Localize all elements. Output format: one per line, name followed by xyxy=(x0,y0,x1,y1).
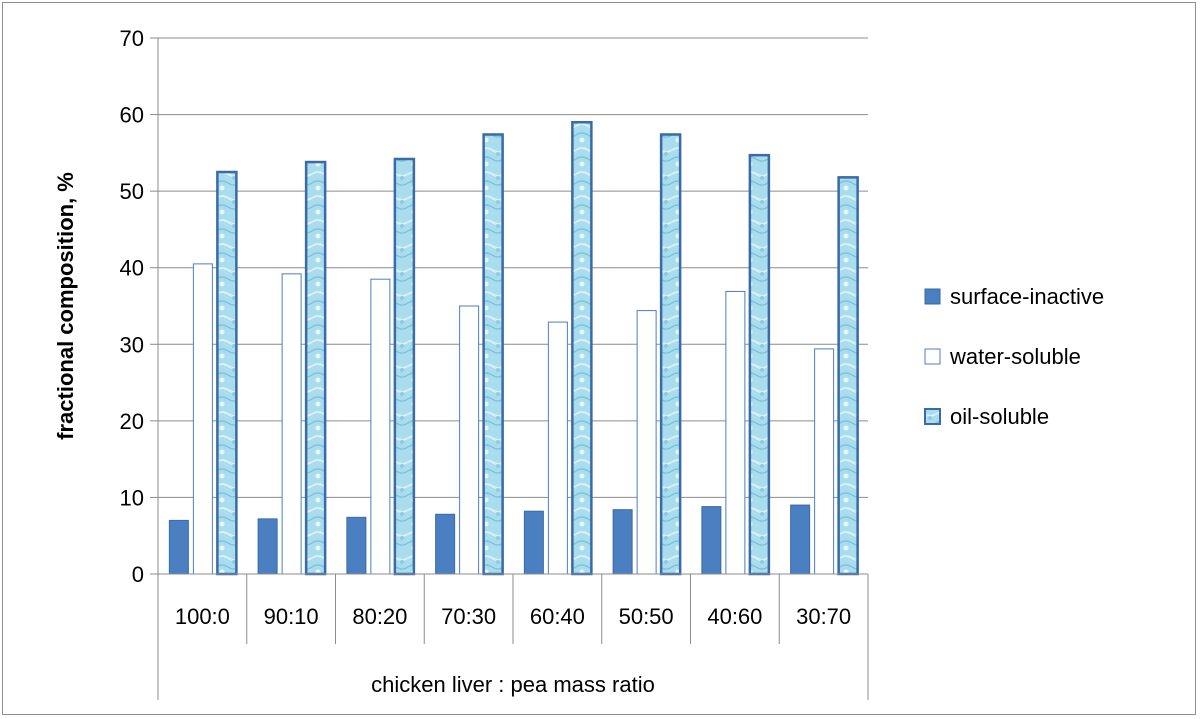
x-tick-label: 30:70 xyxy=(796,604,851,629)
bar-oil-soluble xyxy=(748,153,771,576)
y-tick-label: 50 xyxy=(120,179,144,204)
y-tick-label: 30 xyxy=(120,332,144,357)
bar-oil-soluble xyxy=(393,157,416,576)
x-tick-label: 60:40 xyxy=(530,604,585,629)
bar-surface-inactive xyxy=(612,509,633,575)
bar-water-soluble xyxy=(814,348,835,575)
legend-swatch-water-soluble xyxy=(924,348,941,365)
legend: surface-inactive water-soluble oil-soluble xyxy=(924,284,1104,429)
axes: 0 10 20 30 40 50 60 70 100:0 90:10 80:20 70:30 60:40… xyxy=(120,26,869,700)
bar-surface-inactive xyxy=(257,518,278,575)
bar-surface-inactive xyxy=(523,510,544,575)
x-tick-label: 100:0 xyxy=(175,604,230,629)
bar-oil-soluble xyxy=(659,133,682,576)
bar-water-soluble xyxy=(459,305,480,575)
bar-water-soluble xyxy=(370,278,391,575)
y-tick-label: 0 xyxy=(132,562,144,587)
bar-oil-soluble xyxy=(482,133,504,576)
x-tick-label: 90:10 xyxy=(264,604,319,629)
x-tick-label: 80:20 xyxy=(352,604,407,629)
y-axis-label: fractional composition, % xyxy=(53,172,78,440)
y-tick-label: 40 xyxy=(120,256,144,281)
y-tick-label: 70 xyxy=(120,26,144,51)
y-tick-label: 60 xyxy=(120,103,144,128)
legend-label-surface-inactive: surface-inactive xyxy=(950,284,1104,309)
x-tick-label: 40:60 xyxy=(707,604,762,629)
bar-oil-soluble xyxy=(216,170,238,576)
bar-surface-inactive xyxy=(168,519,189,575)
legend-label-water-soluble: water-soluble xyxy=(949,344,1081,369)
bar-water-soluble xyxy=(636,310,657,575)
bar-water-soluble xyxy=(281,273,302,575)
legend-swatch-surface-inactive xyxy=(924,288,941,305)
y-tick-label: 10 xyxy=(120,485,144,510)
bar-surface-inactive xyxy=(790,504,811,575)
x-axis-label: chicken liver : pea mass ratio xyxy=(371,672,655,697)
y-tick-label: 20 xyxy=(120,409,144,434)
bar-oil-soluble xyxy=(837,176,859,576)
bar-water-soluble xyxy=(725,290,746,575)
bar-water-soluble xyxy=(192,263,213,575)
bar-oil-soluble xyxy=(571,120,593,576)
bar-oil-soluble xyxy=(304,160,327,576)
x-tick-label: 70:30 xyxy=(441,604,496,629)
legend-label-oil-soluble: oil-soluble xyxy=(950,404,1049,429)
bar-surface-inactive xyxy=(435,513,456,575)
legend-swatch-oil-soluble xyxy=(924,408,941,425)
bar-surface-inactive xyxy=(346,516,367,575)
x-tick-label: 50:50 xyxy=(619,604,674,629)
bar-water-soluble xyxy=(547,321,568,575)
bars-group xyxy=(168,120,859,576)
bar-surface-inactive xyxy=(701,506,722,575)
